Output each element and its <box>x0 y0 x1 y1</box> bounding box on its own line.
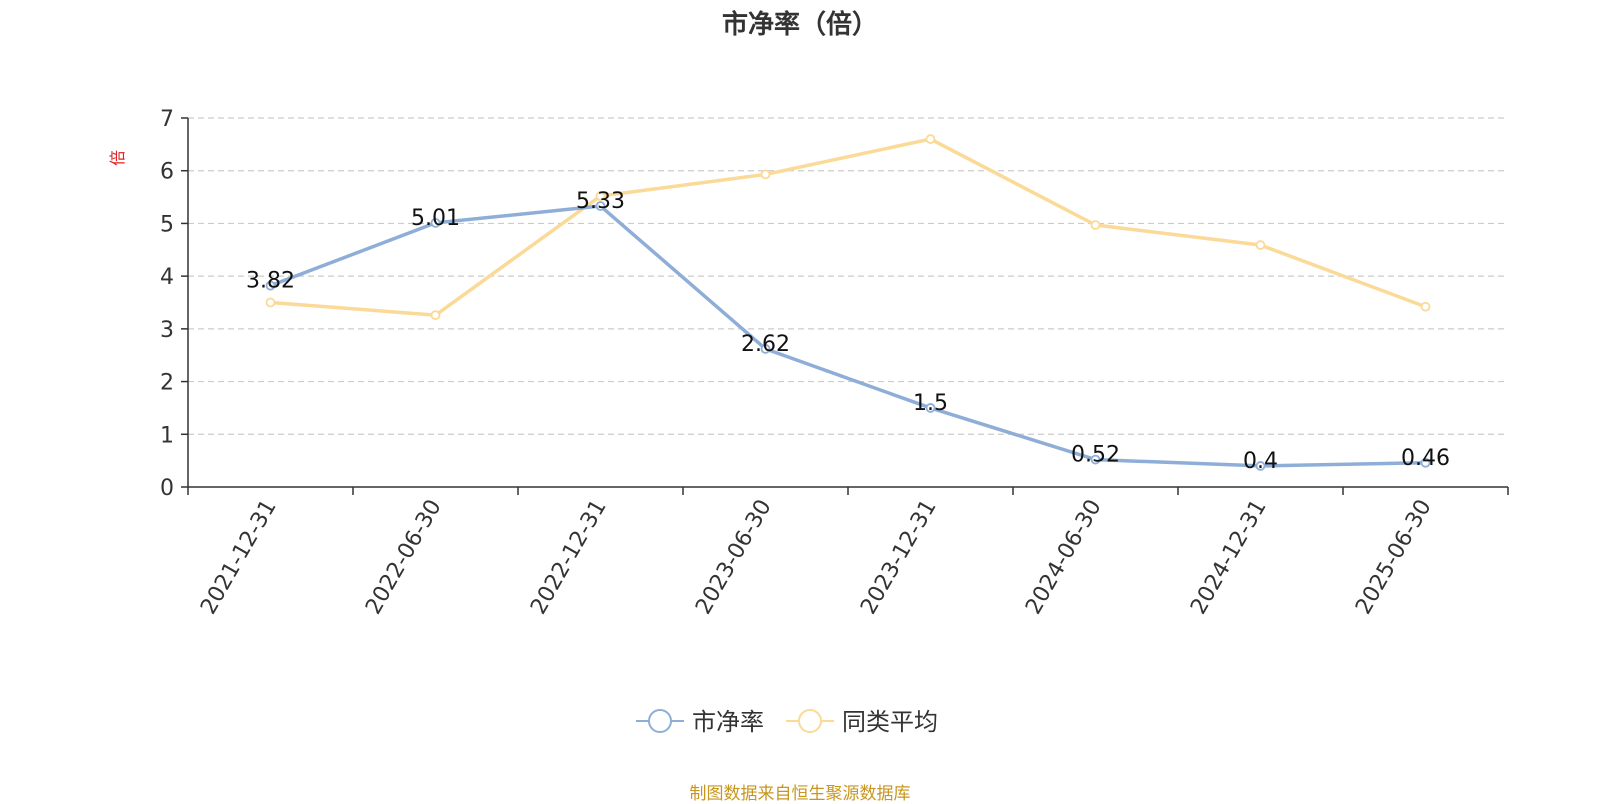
series-layer <box>265 134 1431 471</box>
data-label: 3.82 <box>246 269 295 294</box>
data-point <box>760 343 771 354</box>
legend-label[interactable]: 市净率 <box>692 708 764 736</box>
grid-layer <box>188 117 1508 435</box>
data-label: 0.52 <box>1071 443 1120 468</box>
y-tick-label: 0 <box>160 476 174 501</box>
data-label: 5.01 <box>411 206 460 231</box>
x-tick-label: 2023-12-31 <box>856 496 942 619</box>
data-label: 0.46 <box>1401 446 1450 471</box>
data-point <box>1090 220 1101 230</box>
x-tick-label: 2022-12-31 <box>526 496 612 619</box>
data-point <box>1420 301 1431 312</box>
series-line-average <box>270 137 1427 317</box>
x-tick-label: 2024-06-30 <box>1021 496 1107 619</box>
data-point <box>1090 454 1101 465</box>
legend[interactable]: 市净率 同类平均 <box>636 708 938 736</box>
chart-title: 市净率（倍） <box>721 10 878 40</box>
data-point <box>1255 461 1266 471</box>
y-tick-label: 2 <box>160 371 174 396</box>
y-tick-label: 1 <box>160 423 174 448</box>
data-point <box>925 403 936 413</box>
legend-marker[interactable] <box>798 709 822 733</box>
data-point <box>1420 457 1431 468</box>
x-tick-label: 2024-12-31 <box>1186 496 1272 619</box>
legend-label[interactable]: 同类平均 <box>842 708 938 736</box>
data-label: 5.33 <box>576 189 625 214</box>
data-label: 1.5 <box>913 391 948 416</box>
x-tick-label: 2021-12-31 <box>196 496 282 619</box>
data-point <box>760 169 771 180</box>
legend-marker[interactable] <box>648 709 672 733</box>
x-tick-label: 2023-06-30 <box>691 496 777 619</box>
label-layer: 3.82 5.01 5.33 2.62 1.5 0.52 0.4 0.46 <box>246 189 1450 474</box>
source-note: 制图数据来自恒生聚源数据库 <box>689 784 911 804</box>
data-point <box>430 218 441 228</box>
data-point <box>265 280 276 291</box>
y-tick-label: 7 <box>160 107 174 132</box>
data-label: 2.62 <box>741 332 790 357</box>
data-point <box>1255 240 1266 250</box>
x-tick-label: 2022-06-30 <box>361 496 447 619</box>
series-line-primary <box>269 204 1426 468</box>
y-axis-label: 倍 <box>108 150 127 166</box>
y-tick-label: 6 <box>160 160 174 185</box>
data-point <box>265 297 276 308</box>
data-point <box>925 134 936 144</box>
data-point <box>595 201 606 211</box>
data-label: 0.4 <box>1243 449 1278 474</box>
data-point <box>430 310 441 321</box>
data-point <box>595 191 606 201</box>
y-tick-label: 5 <box>160 212 174 237</box>
y-tick-label: 4 <box>160 265 174 290</box>
y-tick-label: 3 <box>160 318 174 343</box>
x-tick-label: 2025-06-30 <box>1351 496 1437 619</box>
